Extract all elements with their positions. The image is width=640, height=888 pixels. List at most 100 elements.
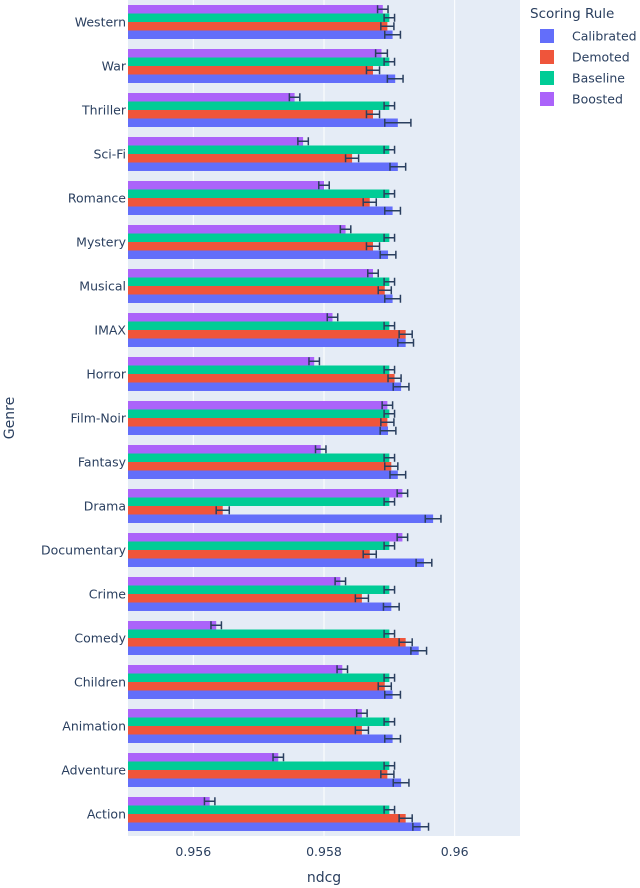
y-tick-label: Crime [89,587,127,602]
bar-demoted [128,418,388,427]
bar-baseline [128,277,390,286]
bar-calibrated [128,734,393,743]
bar-baseline [128,57,390,66]
bar-demoted [128,594,362,603]
bar-baseline [128,365,390,374]
bar-demoted [128,154,353,163]
y-tick-label: Documentary [41,543,127,558]
bar-boosted [128,225,346,234]
legend-label: Calibrated [572,29,637,44]
bar-demoted [128,242,373,251]
bar-calibrated [128,470,398,479]
bar-demoted [128,330,406,339]
bar-demoted [128,22,388,31]
bar-baseline [128,189,390,198]
bar-baseline [128,585,390,594]
legend: Scoring Rule Calibrated Demoted Baseline Bo… [530,6,637,107]
bar-boosted [128,665,343,674]
bar-calibrated [128,382,402,391]
bar-demoted [128,66,373,75]
bar-demoted [128,682,385,691]
bar-boosted [128,797,210,806]
bar-calibrated [128,690,393,699]
bar-calibrated [128,822,421,831]
bar-calibrated [128,426,389,435]
bar-baseline [128,453,390,462]
bar-calibrated [128,250,389,259]
legend-items: Calibrated Demoted Baseline Boosted [540,29,637,107]
bar-baseline [128,717,390,726]
y-tick-label: Western [75,15,126,30]
legend-label: Demoted [572,50,630,65]
y-tick-label: Horror [86,367,126,382]
bar-baseline [128,629,390,638]
bar-baseline [128,673,390,682]
bar-boosted [128,93,295,102]
x-tick-label: 0.96 [441,844,469,859]
bar-demoted [128,550,370,559]
bar-boosted [128,313,333,322]
y-tick-label: Mystery [76,235,126,250]
error-bars-layer [203,5,442,831]
bar-demoted [128,726,362,735]
bar-demoted [128,638,406,647]
bar-baseline [128,761,390,770]
legend-title: Scoring Rule [530,6,614,22]
bar-demoted [128,770,388,779]
x-tick-label: 0.958 [306,844,342,859]
y-tick-label: Romance [68,191,126,206]
bar-demoted [128,110,373,119]
bar-baseline [128,497,390,506]
legend-swatch-calibrated [540,29,554,43]
x-axis-title: ndcg [307,870,341,886]
y-tick-label: Adventure [61,763,126,778]
bar-boosted [128,753,279,762]
bar-baseline [128,805,390,814]
legend-swatch-baseline [540,71,554,85]
legend-swatch-boosted [540,92,554,106]
bar-baseline [128,13,390,22]
bar-baseline [128,541,390,550]
y-tick-labels: Western War Thriller Sci-Fi Romance Mystery Mu… [41,15,127,822]
legend-label: Boosted [572,92,623,107]
y-axis-title: Genre [2,397,18,439]
y-tick-label: Action [87,807,126,822]
bar-calibrated [128,162,398,171]
bar-baseline [128,321,390,330]
legend-label: Baseline [572,71,625,86]
bar-calibrated [128,514,434,523]
bar-calibrated [128,118,398,127]
bar-boosted [128,357,315,366]
bar-boosted [128,181,324,190]
y-tick-label: Sci-Fi [93,147,126,162]
bar-boosted [128,445,321,454]
y-tick-label: Children [74,675,126,690]
bar-boosted [128,137,304,146]
bar-calibrated [128,558,424,567]
bar-baseline [128,101,390,110]
bar-demoted [128,814,406,823]
y-tick-label: War [102,59,127,74]
bar-calibrated [128,778,402,787]
y-tick-label: Fantasy [78,455,127,470]
bar-demoted [128,198,370,207]
bar-calibrated [128,646,419,655]
bar-boosted [128,489,403,498]
bar-boosted [128,533,403,542]
bar-boosted [128,401,388,410]
y-tick-label: Comedy [74,631,126,646]
y-tick-label: Animation [62,719,126,734]
x-tick-label: 0.956 [175,844,211,859]
bar-calibrated [128,602,392,611]
bar-boosted [128,709,362,718]
bar-demoted [128,286,385,295]
bar-baseline [128,233,390,242]
bar-calibrated [128,30,393,39]
bar-baseline [128,145,390,154]
bar-boosted [128,5,383,14]
bar-boosted [128,621,217,630]
bar-calibrated [128,338,406,347]
bar-calibrated [128,206,393,215]
